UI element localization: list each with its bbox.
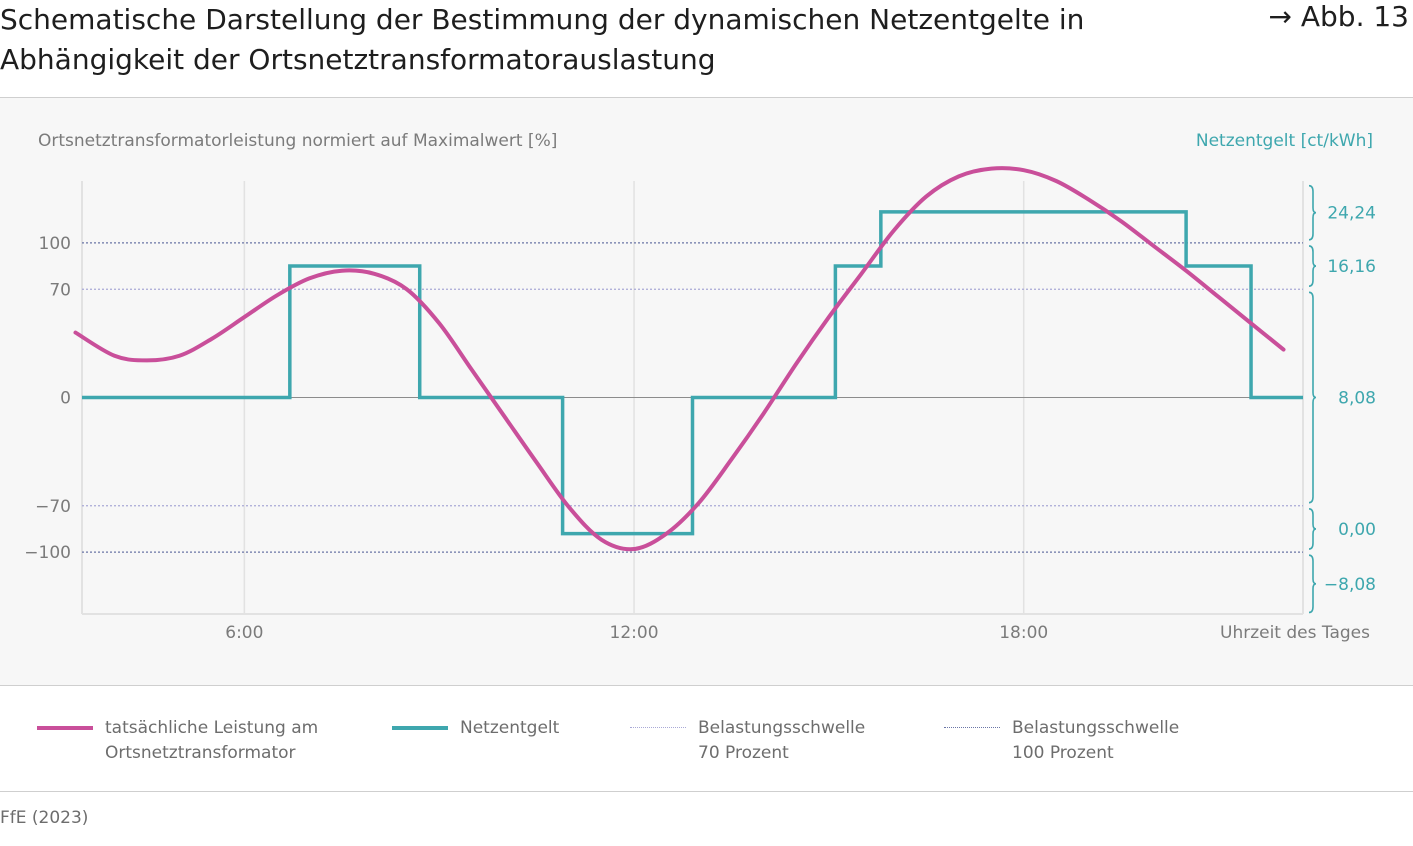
footer-divider [0, 791, 1413, 792]
y-axis-label-left: Ortsnetztransformatorleistung normiert a… [38, 131, 557, 151]
top-divider [0, 97, 1413, 98]
chart-plot: Ortsnetztransformatorleistung normiert a… [24, 131, 1376, 643]
series-power-line [73, 166, 1286, 552]
chart-bottom-border [0, 685, 1413, 686]
fee-level-bracket [1308, 554, 1317, 614]
legend-swatch-threshold-100 [944, 716, 1000, 742]
legend-label-threshold-70: Belastungsschwelle 70 Prozent [698, 718, 866, 763]
fee-level-label: −8,08 [1324, 575, 1376, 595]
legend-item-power: tatsächliche Leistung am Ortsnetztransfo… [37, 716, 318, 766]
legend-item-fee: Netzentgelt [392, 716, 559, 742]
x-tick-label: 12:00 [610, 623, 659, 643]
y-tick-label: 70 [49, 280, 71, 300]
x-tick-labels: 6:00 12:00 18:00 [225, 623, 1048, 643]
chart-title: Schematische Darstellung der Bestimmung … [0, 3, 1085, 76]
fee-level-label: 0,00 [1338, 520, 1376, 540]
legend-swatch-fee [392, 716, 448, 742]
y-axis-label-right: Netzentgelt [ct/kWh] [1196, 131, 1373, 151]
source-note: FfE (2023) [0, 808, 89, 828]
legend-label-power: tatsächliche Leistung am Ortsnetztransfo… [105, 718, 319, 763]
y-tick-label: −100 [24, 543, 71, 563]
legend-swatch-threshold-70 [630, 716, 686, 742]
x-tick-label: 18:00 [999, 623, 1048, 643]
y-tick-label: −70 [35, 497, 71, 517]
chart-background [0, 98, 1413, 685]
x-axis-label: Uhrzeit des Tages [1220, 623, 1370, 643]
figure-reference: → Abb. 13 [1268, 0, 1410, 33]
fee-level-label: 16,16 [1327, 257, 1376, 277]
legend-swatch-power [37, 716, 93, 742]
legend-label-threshold-100: Belastungsschwelle 100 Prozent [1012, 718, 1180, 763]
y-tick-label: 0 [60, 389, 71, 409]
data-series [73, 166, 1303, 552]
y-tick-labels: 100 70 0 −70 −100 [24, 234, 71, 563]
legend-label-fee: Netzentgelt [460, 718, 560, 738]
legend-item-threshold-100: Belastungsschwelle 100 Prozent [944, 716, 1179, 766]
x-tick-label: 6:00 [225, 623, 263, 643]
legend-item-threshold-70: Belastungsschwelle 70 Prozent [630, 716, 865, 766]
fee-level-bracket [1308, 245, 1317, 287]
fee-level-annotations: 24,24 16,16 8,08 0,00 −8,08 [1308, 184, 1376, 614]
fee-level-label: 8,08 [1338, 389, 1376, 409]
fee-level-bracket [1308, 291, 1317, 504]
series-fee-line [82, 210, 1303, 536]
fee-level-bracket [1308, 184, 1317, 241]
fee-level-bracket [1308, 508, 1317, 550]
y-tick-label: 100 [39, 234, 71, 254]
fee-level-label: 24,24 [1327, 204, 1376, 224]
